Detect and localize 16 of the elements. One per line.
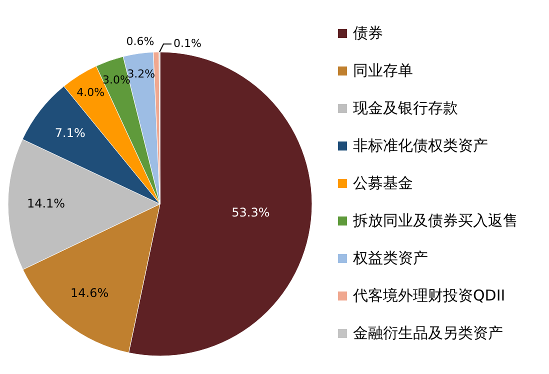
data-label: 0.6% xyxy=(126,35,154,48)
data-label: 53.3% xyxy=(232,206,270,220)
data-label: 0.1% xyxy=(174,37,202,50)
legend-label: 公募基金 xyxy=(353,174,413,192)
legend-label: 金融衍生品及另类资产 xyxy=(353,324,503,342)
legend-label: 现金及银行存款 xyxy=(353,99,458,118)
legend-label: 非标准化债权类资产 xyxy=(353,136,488,155)
legend-label: 同业存单 xyxy=(353,62,413,80)
data-label: 14.1% xyxy=(26,196,66,211)
legend-label: 代客境外理财投资QDII xyxy=(352,286,506,305)
legend-label: 权益类资产 xyxy=(352,249,428,268)
legend-label: 债券 xyxy=(353,24,383,42)
data-label: 7.1% xyxy=(54,126,86,140)
data-label: 4.0% xyxy=(76,86,105,100)
legend-label: 拆放同业及债券买入返售 xyxy=(352,212,518,230)
data-label: 14.6% xyxy=(70,286,109,300)
